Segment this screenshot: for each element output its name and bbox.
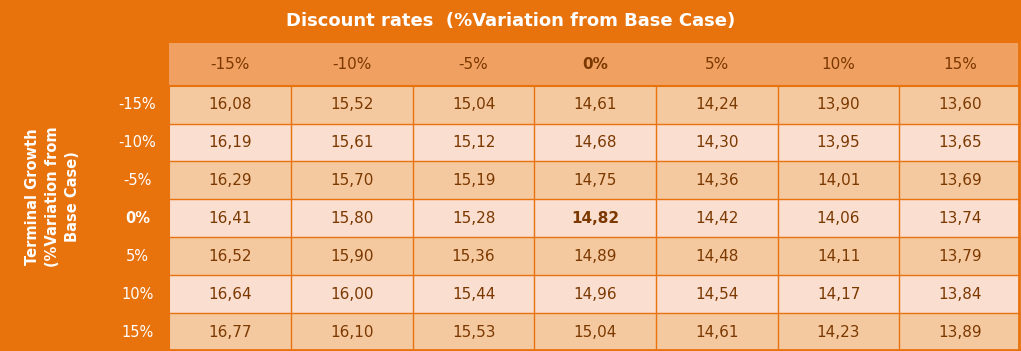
Bar [0,43,105,351]
Text: 15,36: 15,36 [451,249,495,264]
Text: 15,90: 15,90 [330,249,374,264]
Text: 14,61: 14,61 [574,97,617,112]
Bar [105,237,169,275]
Text: Terminal Growth
(%Variation from
Base Case): Terminal Growth (%Variation from Base Ca… [26,127,80,267]
Text: 14,23: 14,23 [817,325,861,339]
Bar [105,275,1021,313]
Bar [105,313,169,351]
Text: 5%: 5% [704,57,729,72]
Text: 14,68: 14,68 [574,135,617,150]
Text: 14,01: 14,01 [817,173,861,188]
Text: 15,19: 15,19 [452,173,495,188]
Bar [105,199,1021,237]
Text: 14,11: 14,11 [817,249,861,264]
Text: 15%: 15% [121,325,153,339]
Text: 15,12: 15,12 [452,135,495,150]
Text: 15,70: 15,70 [330,173,374,188]
Text: 16,77: 16,77 [208,325,252,339]
Text: 15,53: 15,53 [452,325,495,339]
Bar [105,161,1021,199]
Text: 14,48: 14,48 [695,249,738,264]
Bar [105,124,169,161]
Text: 14,54: 14,54 [695,287,738,302]
Bar [105,43,1021,86]
Text: 15,52: 15,52 [330,97,374,112]
Text: 14,36: 14,36 [695,173,739,188]
Text: 14,82: 14,82 [571,211,620,226]
Text: 16,52: 16,52 [208,249,252,264]
Text: 13,95: 13,95 [817,135,861,150]
Text: 13,79: 13,79 [938,249,982,264]
Bar [105,86,1021,124]
Text: 0%: 0% [582,57,609,72]
Text: -5%: -5% [458,57,488,72]
Text: -10%: -10% [332,57,372,72]
Text: 14,06: 14,06 [817,211,861,226]
Text: 14,30: 14,30 [695,135,738,150]
Text: 16,64: 16,64 [208,287,252,302]
Text: 16,41: 16,41 [208,211,252,226]
Bar [105,199,169,237]
Text: 0%: 0% [125,211,150,226]
Bar [105,237,1021,275]
Text: 16,00: 16,00 [330,287,374,302]
Text: 14,17: 14,17 [817,287,861,302]
Text: 15,28: 15,28 [452,211,495,226]
Text: 15,04: 15,04 [452,97,495,112]
Text: 13,90: 13,90 [817,97,861,112]
Bar [105,161,169,199]
Text: 10%: 10% [121,287,153,302]
Text: 15,44: 15,44 [452,287,495,302]
Bar [105,313,1021,351]
Bar [105,124,1021,161]
Text: 10%: 10% [822,57,856,72]
Text: Discount rates  (%Variation from Base Case): Discount rates (%Variation from Base Cas… [286,12,735,31]
Text: 13,74: 13,74 [938,211,982,226]
Text: -15%: -15% [118,97,156,112]
Text: 14,61: 14,61 [695,325,738,339]
Bar [105,43,169,86]
Bar [105,86,169,124]
Text: -15%: -15% [210,57,250,72]
Text: 14,75: 14,75 [574,173,617,188]
Bar [105,275,169,313]
Bar [0,0,1021,43]
Text: 15,61: 15,61 [330,135,374,150]
Text: -10%: -10% [118,135,156,150]
Text: 16,10: 16,10 [330,325,374,339]
Text: 14,89: 14,89 [574,249,617,264]
Text: 13,65: 13,65 [938,135,982,150]
Text: -5%: -5% [124,173,151,188]
Text: 16,08: 16,08 [208,97,252,112]
Text: 15%: 15% [943,57,977,72]
Text: 5%: 5% [126,249,149,264]
Text: 13,84: 13,84 [938,287,982,302]
Text: 13,89: 13,89 [938,325,982,339]
Text: 14,42: 14,42 [695,211,738,226]
Text: 15,04: 15,04 [574,325,617,339]
Text: 14,24: 14,24 [695,97,738,112]
Text: 16,29: 16,29 [208,173,252,188]
Text: 13,69: 13,69 [938,173,982,188]
Text: 15,80: 15,80 [330,211,374,226]
Text: 16,19: 16,19 [208,135,252,150]
Text: 13,60: 13,60 [938,97,982,112]
Text: 14,96: 14,96 [574,287,617,302]
